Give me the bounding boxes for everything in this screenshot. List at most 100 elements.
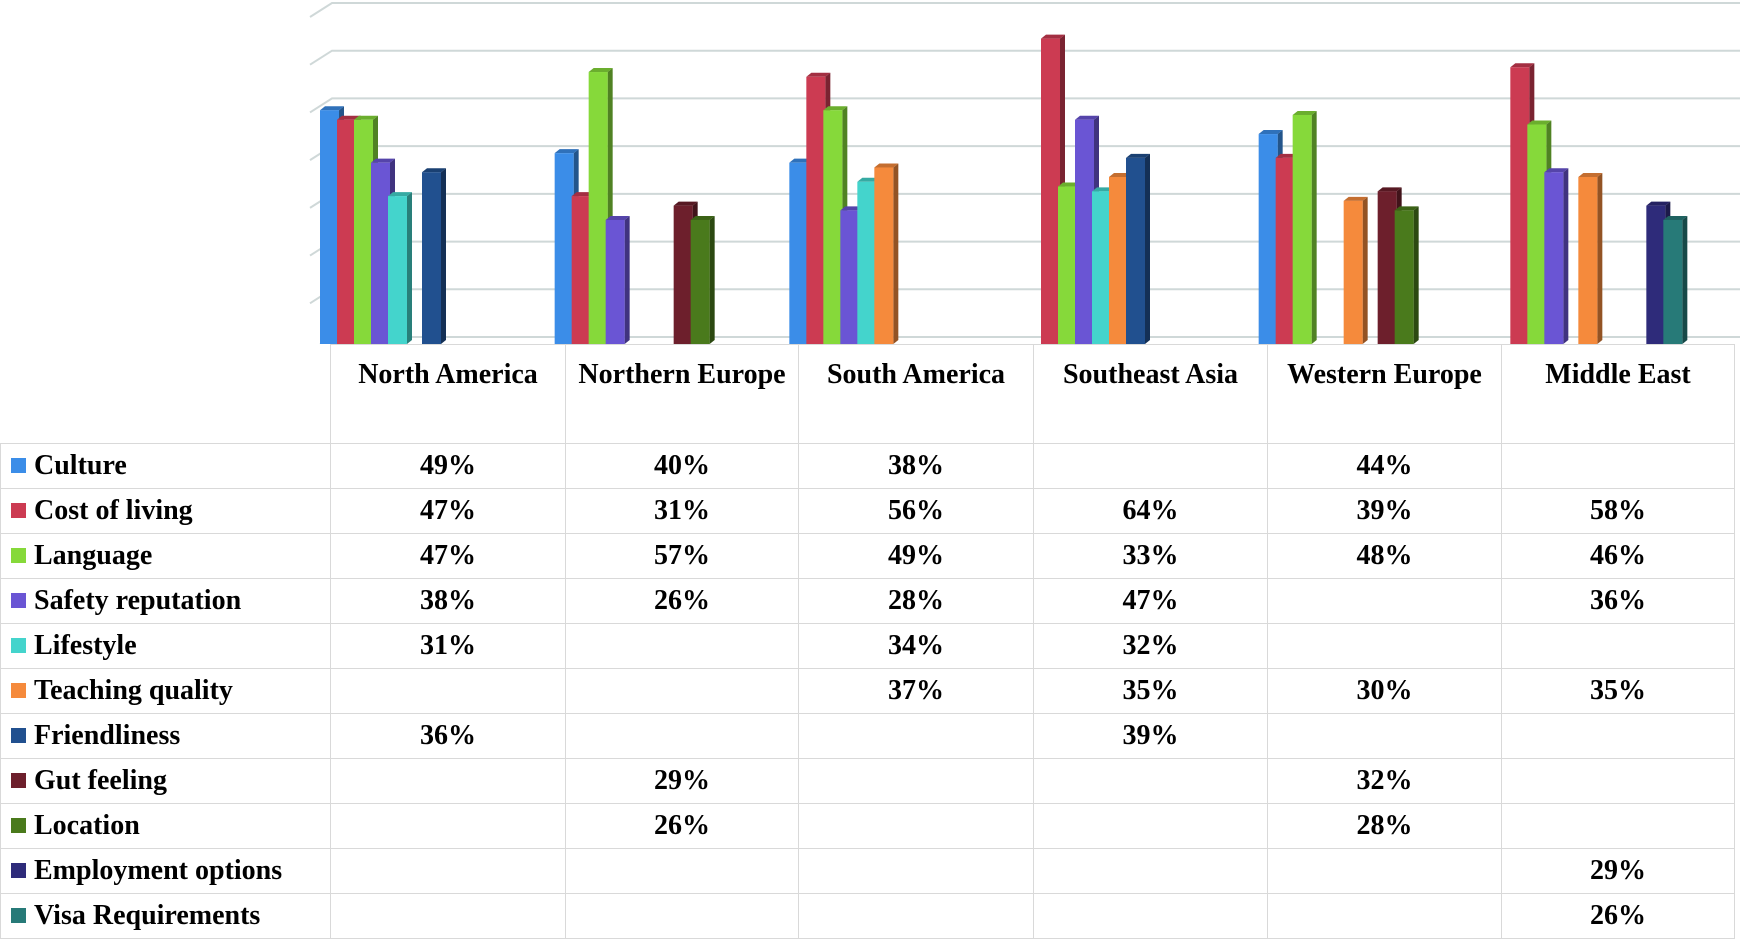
data-label (1033, 848, 1268, 894)
category-label: South America (798, 344, 1034, 444)
legend-key (11, 458, 26, 473)
legend-entry: Gut feeling (0, 758, 331, 804)
category-label: North America (330, 344, 566, 444)
data-label: 44% (1267, 443, 1502, 489)
data-label: 36% (330, 713, 566, 759)
series-row: Location 26% 28% (0, 803, 1735, 849)
bar (605, 215, 630, 344)
data-label: 26% (1501, 893, 1735, 939)
series-row: Employment options 29% (0, 848, 1735, 894)
data-label: 58% (1501, 488, 1735, 534)
data-label (1267, 893, 1502, 939)
data-label: 31% (330, 623, 566, 669)
category-label: Middle East (1501, 344, 1735, 444)
data-label: 56% (798, 488, 1034, 534)
data-label: 39% (1033, 713, 1268, 759)
legend-entry: Language (0, 533, 331, 579)
data-label (565, 893, 799, 939)
data-label: 48% (1267, 533, 1502, 579)
legend-entry: Visa Requirements (0, 893, 331, 939)
data-label: 35% (1501, 668, 1735, 714)
bar-chart (0, 2, 1754, 350)
series-name: Culture (34, 450, 127, 481)
data-label: 28% (1267, 803, 1502, 849)
category-label: Southeast Asia (1033, 344, 1268, 444)
data-label (565, 848, 799, 894)
legend-entry: Cost of living (0, 488, 331, 534)
legend-entry: Culture (0, 443, 331, 489)
data-label: 38% (798, 443, 1034, 489)
category-label: Northern Europe (565, 344, 799, 444)
series-row: Safety reputation 38% 26% 28% 47% 36% (0, 578, 1735, 624)
data-label: 30% (1267, 668, 1502, 714)
data-label: 47% (330, 488, 566, 534)
data-label: 36% (1501, 578, 1735, 624)
series-row: Teaching quality 37% 35% 30% 35% (0, 668, 1735, 714)
series-row: Cost of living 47% 31% 56% 64% 39% 58% (0, 488, 1735, 534)
data-label (330, 758, 566, 804)
data-label (798, 713, 1034, 759)
legend-key (11, 638, 26, 653)
bar (388, 192, 412, 344)
legend-key (11, 863, 26, 878)
data-label: 28% (798, 578, 1034, 624)
data-label: 40% (565, 443, 799, 489)
data-label (565, 713, 799, 759)
data-label: 47% (330, 533, 566, 579)
data-label (565, 668, 799, 714)
data-label: 39% (1267, 488, 1502, 534)
series-name: Teaching quality (34, 675, 233, 706)
data-label (1501, 443, 1735, 489)
series-row: Language 47% 57% 49% 33% 48% 46% (0, 533, 1735, 579)
legend-key (11, 548, 26, 563)
data-label: 31% (565, 488, 799, 534)
data-label (1501, 623, 1735, 669)
data-label (798, 893, 1034, 939)
data-label: 37% (798, 668, 1034, 714)
bar (422, 168, 446, 344)
series-name: Cost of living (34, 495, 193, 526)
data-label (798, 803, 1034, 849)
legend-entry: Location (0, 803, 331, 849)
data-label: 26% (565, 803, 799, 849)
data-label: 26% (565, 578, 799, 624)
gridline (309, 2, 1740, 18)
series-row: Friendliness 36% 39% (0, 713, 1735, 759)
legend-key (11, 773, 26, 788)
gridline (309, 49, 1740, 66)
series-name: Lifestyle (34, 630, 137, 661)
data-label (565, 623, 799, 669)
data-label (1267, 623, 1502, 669)
data-label: 32% (1267, 758, 1502, 804)
header-corner (0, 344, 331, 444)
data-label: 29% (565, 758, 799, 804)
legend-key (11, 728, 26, 743)
data-label: 29% (1501, 848, 1735, 894)
data-label (1501, 713, 1735, 759)
data-label: 49% (798, 533, 1034, 579)
bar (1292, 110, 1317, 344)
data-label: 33% (1033, 533, 1268, 579)
bar (874, 163, 899, 344)
data-label: 64% (1033, 488, 1268, 534)
category-label: Western Europe (1267, 344, 1502, 444)
data-label (1267, 578, 1502, 624)
legend-key (11, 818, 26, 833)
data-label (1267, 713, 1502, 759)
data-label (330, 668, 566, 714)
bars (320, 34, 1688, 345)
series-row: Culture 49% 40% 38% 44% (0, 443, 1735, 489)
legend-entry: Lifestyle (0, 623, 331, 669)
series-name: Employment options (34, 855, 283, 886)
data-label: 32% (1033, 623, 1268, 669)
series-row: Lifestyle 31% 34% 32% (0, 623, 1735, 669)
data-label (1033, 443, 1268, 489)
data-label: 46% (1501, 533, 1735, 579)
legend-key (11, 908, 26, 923)
series-row: Visa Requirements 26% (0, 893, 1735, 939)
data-label (330, 893, 566, 939)
bar (1343, 196, 1368, 344)
data-label (1033, 803, 1268, 849)
data-label (1501, 803, 1735, 849)
bar (1578, 173, 1603, 344)
